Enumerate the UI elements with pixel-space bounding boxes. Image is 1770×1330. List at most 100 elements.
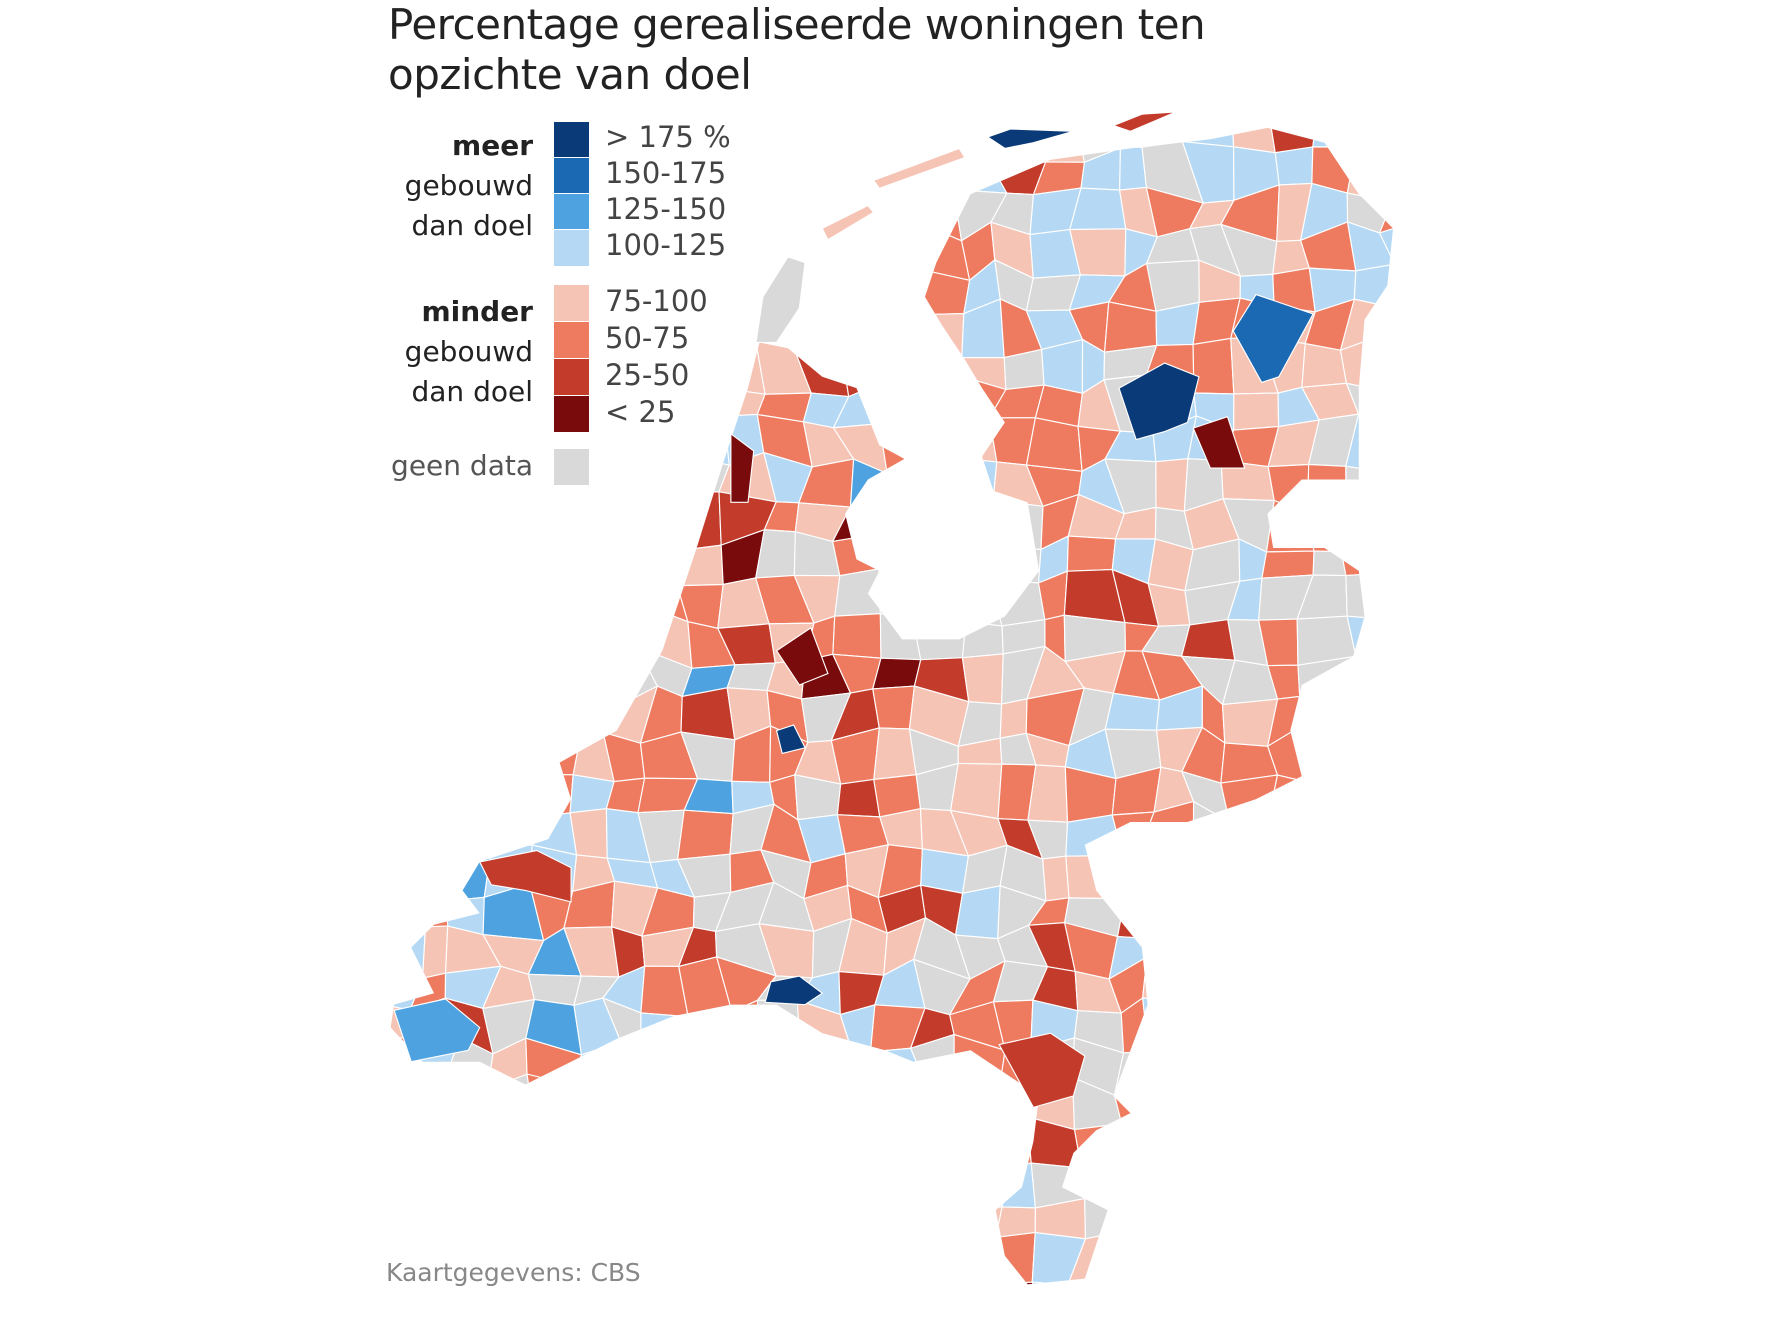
municipality-region (1121, 842, 1147, 900)
municipality-region (1374, 1242, 1394, 1285)
municipality-region (681, 1245, 733, 1285)
municipality-region (1222, 1269, 1278, 1285)
municipality-region (684, 415, 730, 466)
municipality-region (1231, 127, 1276, 154)
municipality-region (1416, 1279, 1460, 1310)
municipality-region (416, 425, 451, 475)
municipality-region (1377, 572, 1394, 621)
municipality-region (1498, 1229, 1547, 1288)
municipality-region (1414, 1203, 1469, 1246)
municipality-region (871, 188, 931, 223)
region-blue-zeeland (393, 998, 481, 1063)
municipality-region (528, 568, 583, 616)
municipality-region (678, 1011, 733, 1047)
municipality-region (558, 1198, 603, 1237)
municipality-region (610, 1118, 649, 1157)
municipality-region (1181, 963, 1241, 1014)
municipality-region (722, 1267, 771, 1285)
municipality-region (965, 577, 1003, 627)
municipality-region (1339, 960, 1394, 1012)
municipality-region (1235, 1012, 1263, 1053)
municipality-region (757, 1039, 802, 1082)
legend-label-lt25: < 25 (605, 395, 676, 429)
municipality-region (390, 146, 426, 204)
municipality-region (951, 456, 998, 501)
municipality-region (1298, 1168, 1360, 1198)
municipality-region (1340, 492, 1394, 553)
municipality-region (1377, 618, 1394, 652)
municipality-region (1199, 1276, 1235, 1285)
municipality-region (640, 1091, 696, 1134)
municipality-region (1299, 695, 1356, 735)
municipality-region (574, 180, 611, 238)
legend-more-bold: meer (452, 129, 533, 162)
municipality-region (651, 266, 685, 314)
municipality-region (1381, 647, 1394, 692)
municipality-region (390, 529, 418, 584)
municipality-region (530, 1202, 576, 1248)
municipality-region (406, 336, 466, 385)
municipality-region (999, 698, 1028, 739)
municipality-region (836, 778, 881, 818)
municipality-region (885, 343, 926, 383)
municipality-region (916, 534, 967, 588)
municipality-region (1269, 1240, 1321, 1285)
municipality-region (599, 180, 657, 241)
municipality-region (1459, 184, 1507, 234)
municipality-region (449, 377, 496, 429)
municipality-region (1417, 495, 1472, 544)
municipality-region (645, 127, 693, 152)
municipality-region (390, 1161, 422, 1210)
municipality-region (1458, 962, 1500, 1002)
municipality-region (390, 298, 426, 359)
municipality-region (1467, 1205, 1508, 1247)
municipality-region (534, 452, 576, 509)
municipality-region (834, 142, 894, 198)
municipality-region (535, 1160, 576, 1208)
municipality-region (1336, 878, 1389, 941)
municipality-region (417, 684, 465, 742)
region-dark-red-north (1192, 415, 1246, 469)
municipality-region (646, 380, 686, 429)
municipality-region (952, 154, 1008, 194)
municipality-region (1121, 1122, 1164, 1171)
municipality-region (1507, 844, 1550, 901)
municipality-region (765, 1150, 806, 1207)
municipality-region (416, 184, 451, 233)
municipality-region (1382, 686, 1394, 746)
municipality-region (1380, 919, 1394, 968)
municipality-region (534, 1116, 579, 1164)
municipality-region (955, 1124, 1011, 1169)
island-texel (755, 256, 806, 344)
municipality-region (1318, 1010, 1356, 1057)
legend-less-bold: minder (421, 295, 533, 328)
municipality-region (878, 380, 926, 434)
municipality-region (597, 507, 659, 547)
municipality-region (1459, 659, 1506, 706)
municipality-region (1500, 459, 1533, 504)
municipality-region (482, 340, 543, 393)
municipality-region (488, 127, 539, 158)
municipality-region (1492, 1120, 1550, 1169)
municipality-region (481, 296, 544, 357)
municipality-region (390, 338, 429, 380)
municipality-region (1341, 1189, 1394, 1244)
municipality-region (1507, 343, 1539, 392)
municipality-region (528, 696, 581, 742)
municipality-region (1425, 380, 1469, 434)
legend-swatch-125-150 (554, 194, 589, 229)
municipality-region (1181, 127, 1235, 148)
municipality-region (1455, 583, 1509, 620)
municipality-region (1301, 1270, 1344, 1285)
municipality-region (1376, 1156, 1394, 1205)
municipality-region (601, 1151, 649, 1201)
municipality-region (1506, 704, 1551, 741)
municipality-region (599, 1192, 648, 1240)
municipality-region (1116, 882, 1147, 939)
municipality-region (533, 727, 581, 776)
municipality-region (1073, 1122, 1127, 1171)
municipality-region (1380, 878, 1394, 941)
municipality-region (390, 812, 422, 863)
legend-label-25-50: 25-50 (605, 358, 690, 392)
municipality-region (879, 1076, 924, 1132)
